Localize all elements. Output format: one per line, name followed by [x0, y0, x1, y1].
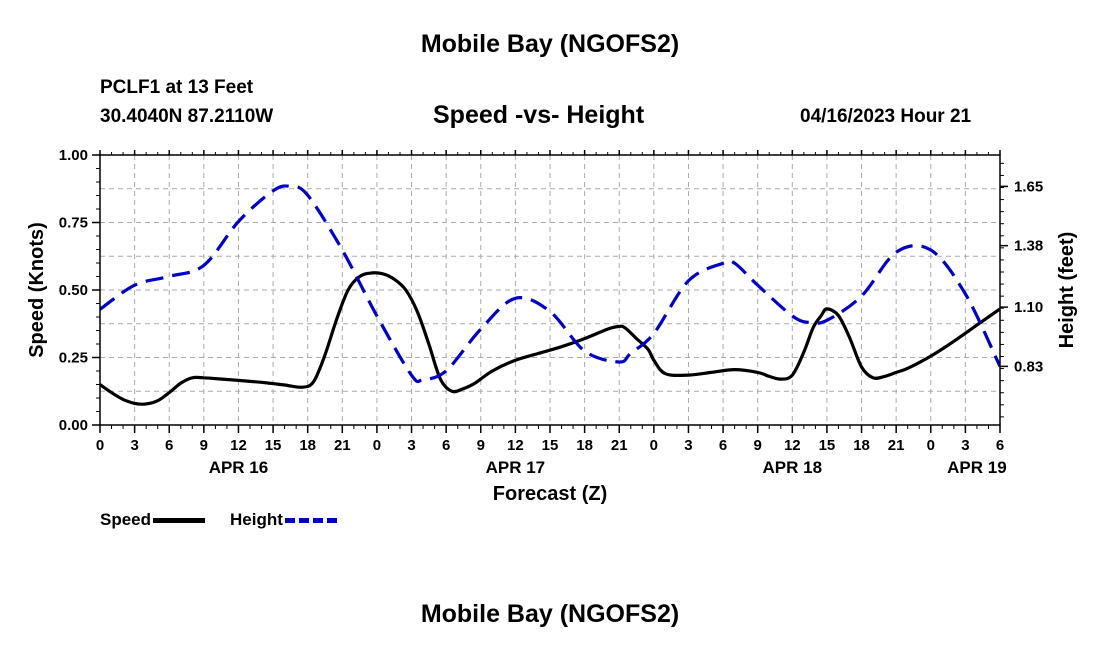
x-axis-label: Forecast (Z) [493, 483, 607, 505]
x-tick-label: 3 [684, 437, 692, 454]
x-tick-label: 12 [784, 437, 801, 454]
x-day-label: APR 18 [763, 458, 823, 477]
x-day-label: APR 16 [209, 458, 269, 477]
y-right-tick-label: 1.65 [1014, 178, 1043, 195]
y-right-tick-label: 0.83 [1014, 358, 1043, 375]
x-tick-label: 0 [927, 437, 935, 454]
legend-speed-label: Speed [100, 510, 152, 529]
x-tick-label: 9 [754, 437, 762, 454]
legend-height-label: Height [230, 510, 283, 529]
x-tick-label: 6 [719, 437, 727, 454]
x-tick-label: 18 [853, 437, 870, 454]
x-tick-label: 3 [130, 437, 138, 454]
y-left-tick-label: 0.00 [59, 417, 88, 434]
series-line-height [100, 184, 1000, 384]
legend-speed: Speed [100, 510, 206, 530]
footer-title: Mobile Bay (NGOFS2) [420, 600, 680, 628]
x-tick-label: 6 [442, 437, 450, 454]
forecast-datetime: 04/16/2023 Hour 21 [800, 106, 972, 127]
y-axis-left-label: Speed (Knots) [26, 222, 48, 358]
y-left-tick-label: 0.50 [59, 282, 88, 299]
x-tick-label: 6 [996, 437, 1004, 454]
y-left-tick-label: 0.25 [59, 350, 88, 367]
grid [100, 155, 1000, 425]
x-tick-label: 15 [542, 437, 559, 454]
x-tick-label: 3 [407, 437, 415, 454]
axes: 0 3 6 9 12 15 18 21 0 3 6 9 12 15 18 21 0 3 6 9 12 15 18 21 0 3 6 A… [59, 147, 1043, 477]
x-day-label: APR 17 [486, 458, 546, 477]
series-layer [100, 184, 1000, 406]
page-title: Mobile Bay (NGOFS2) [420, 30, 680, 58]
x-tick-label: 21 [334, 437, 351, 454]
x-tick-label: 12 [230, 437, 247, 454]
x-tick-label: 0 [373, 437, 381, 454]
x-tick-label: 21 [611, 437, 628, 454]
legend-height: Height [230, 510, 337, 530]
station-label: PCLF1 at 13 Feet [100, 77, 254, 98]
legend-height-swatch [284, 517, 337, 523]
y-left-tick-label: 0.75 [59, 215, 88, 232]
x-tick-label: 18 [299, 437, 316, 454]
x-tick-label: 15 [819, 437, 836, 454]
x-tick-label: 15 [265, 437, 282, 454]
x-tick-label: 21 [888, 437, 905, 454]
x-tick-label: 6 [165, 437, 173, 454]
x-tick-label: 9 [200, 437, 208, 454]
x-tick-label: 0 [650, 437, 658, 454]
legend-speed-swatch [153, 517, 206, 523]
x-tick-label: 18 [576, 437, 593, 454]
series-line-speed [100, 271, 1000, 406]
x-tick-label: 9 [477, 437, 485, 454]
y-right-tick-label: 1.10 [1014, 299, 1043, 316]
coordinates-label: 30.4040N 87.2110W [100, 106, 274, 127]
x-tick-label: 12 [507, 437, 524, 454]
x-tick-label: 3 [961, 437, 969, 454]
x-tick-label: 0 [96, 437, 104, 454]
y-left-tick-label: 1.00 [59, 147, 88, 164]
x-day-label: APR 19 [947, 458, 1007, 477]
y-right-tick-label: 1.38 [1014, 238, 1043, 255]
y-axis-right-label: Height (feet) [1056, 232, 1078, 349]
chart-subtitle: Speed -vs- Height [433, 101, 645, 129]
